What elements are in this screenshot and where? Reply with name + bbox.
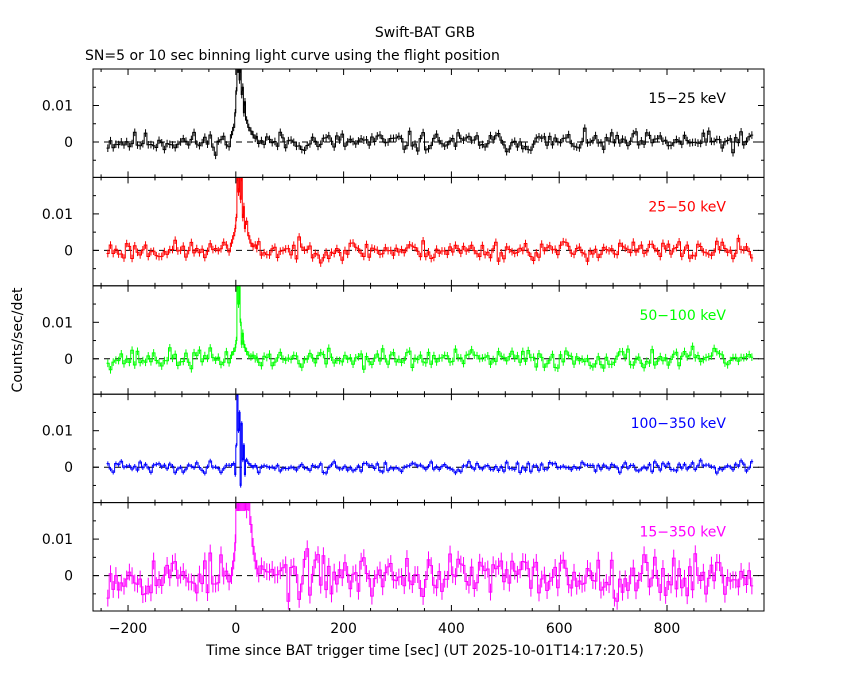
x-axis-label: Time since BAT trigger time [sec] (UT 20… — [205, 643, 644, 659]
x-tick-label: 400 — [438, 621, 465, 637]
panel-frame — [92, 502, 765, 612]
y-tick-label: 0.01 — [42, 98, 73, 114]
y-tick-label: 0.01 — [42, 207, 73, 223]
y-tick-label: 0 — [64, 135, 73, 151]
y-tick-label: 0 — [64, 569, 73, 585]
panel-energy-label: 25−50 keV — [648, 199, 726, 215]
chart-title: Swift-BAT GRB — [375, 25, 475, 41]
panel-plot-area — [93, 69, 764, 160]
panels-group: 0 0.01 15−25 keV 0 0.01 25−50 keV 0 0.01 50−100 … — [42, 68, 765, 637]
panel-plot-area — [93, 502, 764, 610]
y-tick-label: 0 — [64, 460, 73, 476]
y-tick-label: 0.01 — [42, 315, 73, 331]
light-curve-line — [106, 502, 754, 602]
y-tick-label: 0.01 — [42, 424, 73, 440]
x-tick-label: 200 — [330, 621, 357, 637]
light-curve-line — [106, 285, 754, 371]
panel-plot-area — [93, 285, 764, 374]
panel-plot-area — [93, 177, 764, 267]
y-tick-label: 0 — [64, 243, 73, 259]
panel-energy-label: 50−100 keV — [639, 308, 726, 324]
panel-energy-label: 15−25 keV — [648, 91, 726, 107]
light-curve-line — [106, 394, 754, 486]
x-tick-label: 800 — [654, 621, 681, 637]
y-tick-label: 0.01 — [42, 532, 73, 548]
panel-plot-area — [93, 394, 764, 488]
light-curve-line — [106, 177, 754, 264]
x-tick-label: 0 — [231, 621, 240, 637]
light-curve-line — [106, 69, 754, 156]
chart-subtitle: SN=5 or 10 sec binning light curve using… — [85, 48, 500, 64]
x-tick-label: −200 — [109, 621, 147, 637]
x-tick-label: 600 — [546, 621, 573, 637]
y-tick-label: 0 — [64, 352, 73, 368]
panel-energy-label: 100−350 keV — [631, 416, 727, 432]
panel-energy-label: 15−350 keV — [639, 525, 726, 541]
y-axis-label: Counts/sec/det — [10, 287, 26, 392]
